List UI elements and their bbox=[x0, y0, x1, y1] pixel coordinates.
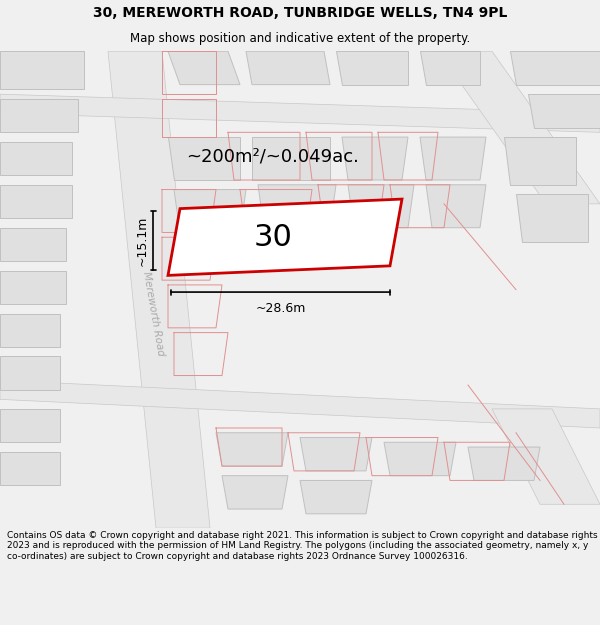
Polygon shape bbox=[504, 137, 576, 185]
Text: ~200m²/~0.049ac.: ~200m²/~0.049ac. bbox=[186, 147, 359, 165]
Polygon shape bbox=[258, 185, 336, 228]
Polygon shape bbox=[0, 142, 72, 175]
Polygon shape bbox=[168, 51, 240, 84]
Polygon shape bbox=[222, 476, 288, 509]
Polygon shape bbox=[516, 194, 588, 242]
Text: ~28.6m: ~28.6m bbox=[256, 302, 305, 315]
Text: 30: 30 bbox=[254, 222, 292, 252]
Polygon shape bbox=[300, 438, 372, 471]
Polygon shape bbox=[342, 137, 408, 180]
Polygon shape bbox=[0, 51, 84, 89]
Polygon shape bbox=[300, 481, 372, 514]
Polygon shape bbox=[420, 51, 480, 84]
Polygon shape bbox=[246, 51, 330, 84]
Polygon shape bbox=[420, 137, 486, 180]
Polygon shape bbox=[0, 271, 66, 304]
Polygon shape bbox=[384, 442, 456, 476]
Polygon shape bbox=[528, 94, 600, 128]
Polygon shape bbox=[174, 189, 246, 232]
Polygon shape bbox=[252, 137, 330, 180]
Polygon shape bbox=[492, 409, 600, 504]
Text: Contains OS data © Crown copyright and database right 2021. This information is : Contains OS data © Crown copyright and d… bbox=[7, 531, 598, 561]
Polygon shape bbox=[426, 185, 486, 228]
Polygon shape bbox=[0, 185, 72, 218]
Polygon shape bbox=[0, 356, 60, 390]
Polygon shape bbox=[0, 314, 60, 347]
Polygon shape bbox=[0, 409, 60, 442]
Polygon shape bbox=[0, 99, 78, 132]
Polygon shape bbox=[168, 199, 402, 276]
Polygon shape bbox=[336, 51, 408, 84]
Polygon shape bbox=[216, 432, 288, 466]
Polygon shape bbox=[108, 51, 210, 528]
Polygon shape bbox=[0, 380, 600, 428]
Text: Map shows position and indicative extent of the property.: Map shows position and indicative extent… bbox=[130, 32, 470, 45]
Polygon shape bbox=[468, 447, 540, 481]
Polygon shape bbox=[0, 452, 60, 485]
Text: Mereworth Road: Mereworth Road bbox=[140, 271, 166, 357]
Polygon shape bbox=[0, 94, 600, 132]
Polygon shape bbox=[438, 51, 600, 204]
Polygon shape bbox=[168, 137, 240, 180]
Text: ~15.1m: ~15.1m bbox=[135, 216, 148, 266]
Polygon shape bbox=[348, 185, 414, 228]
Text: 30, MEREWORTH ROAD, TUNBRIDGE WELLS, TN4 9PL: 30, MEREWORTH ROAD, TUNBRIDGE WELLS, TN4… bbox=[93, 6, 507, 20]
Polygon shape bbox=[0, 228, 66, 261]
Polygon shape bbox=[510, 51, 600, 84]
